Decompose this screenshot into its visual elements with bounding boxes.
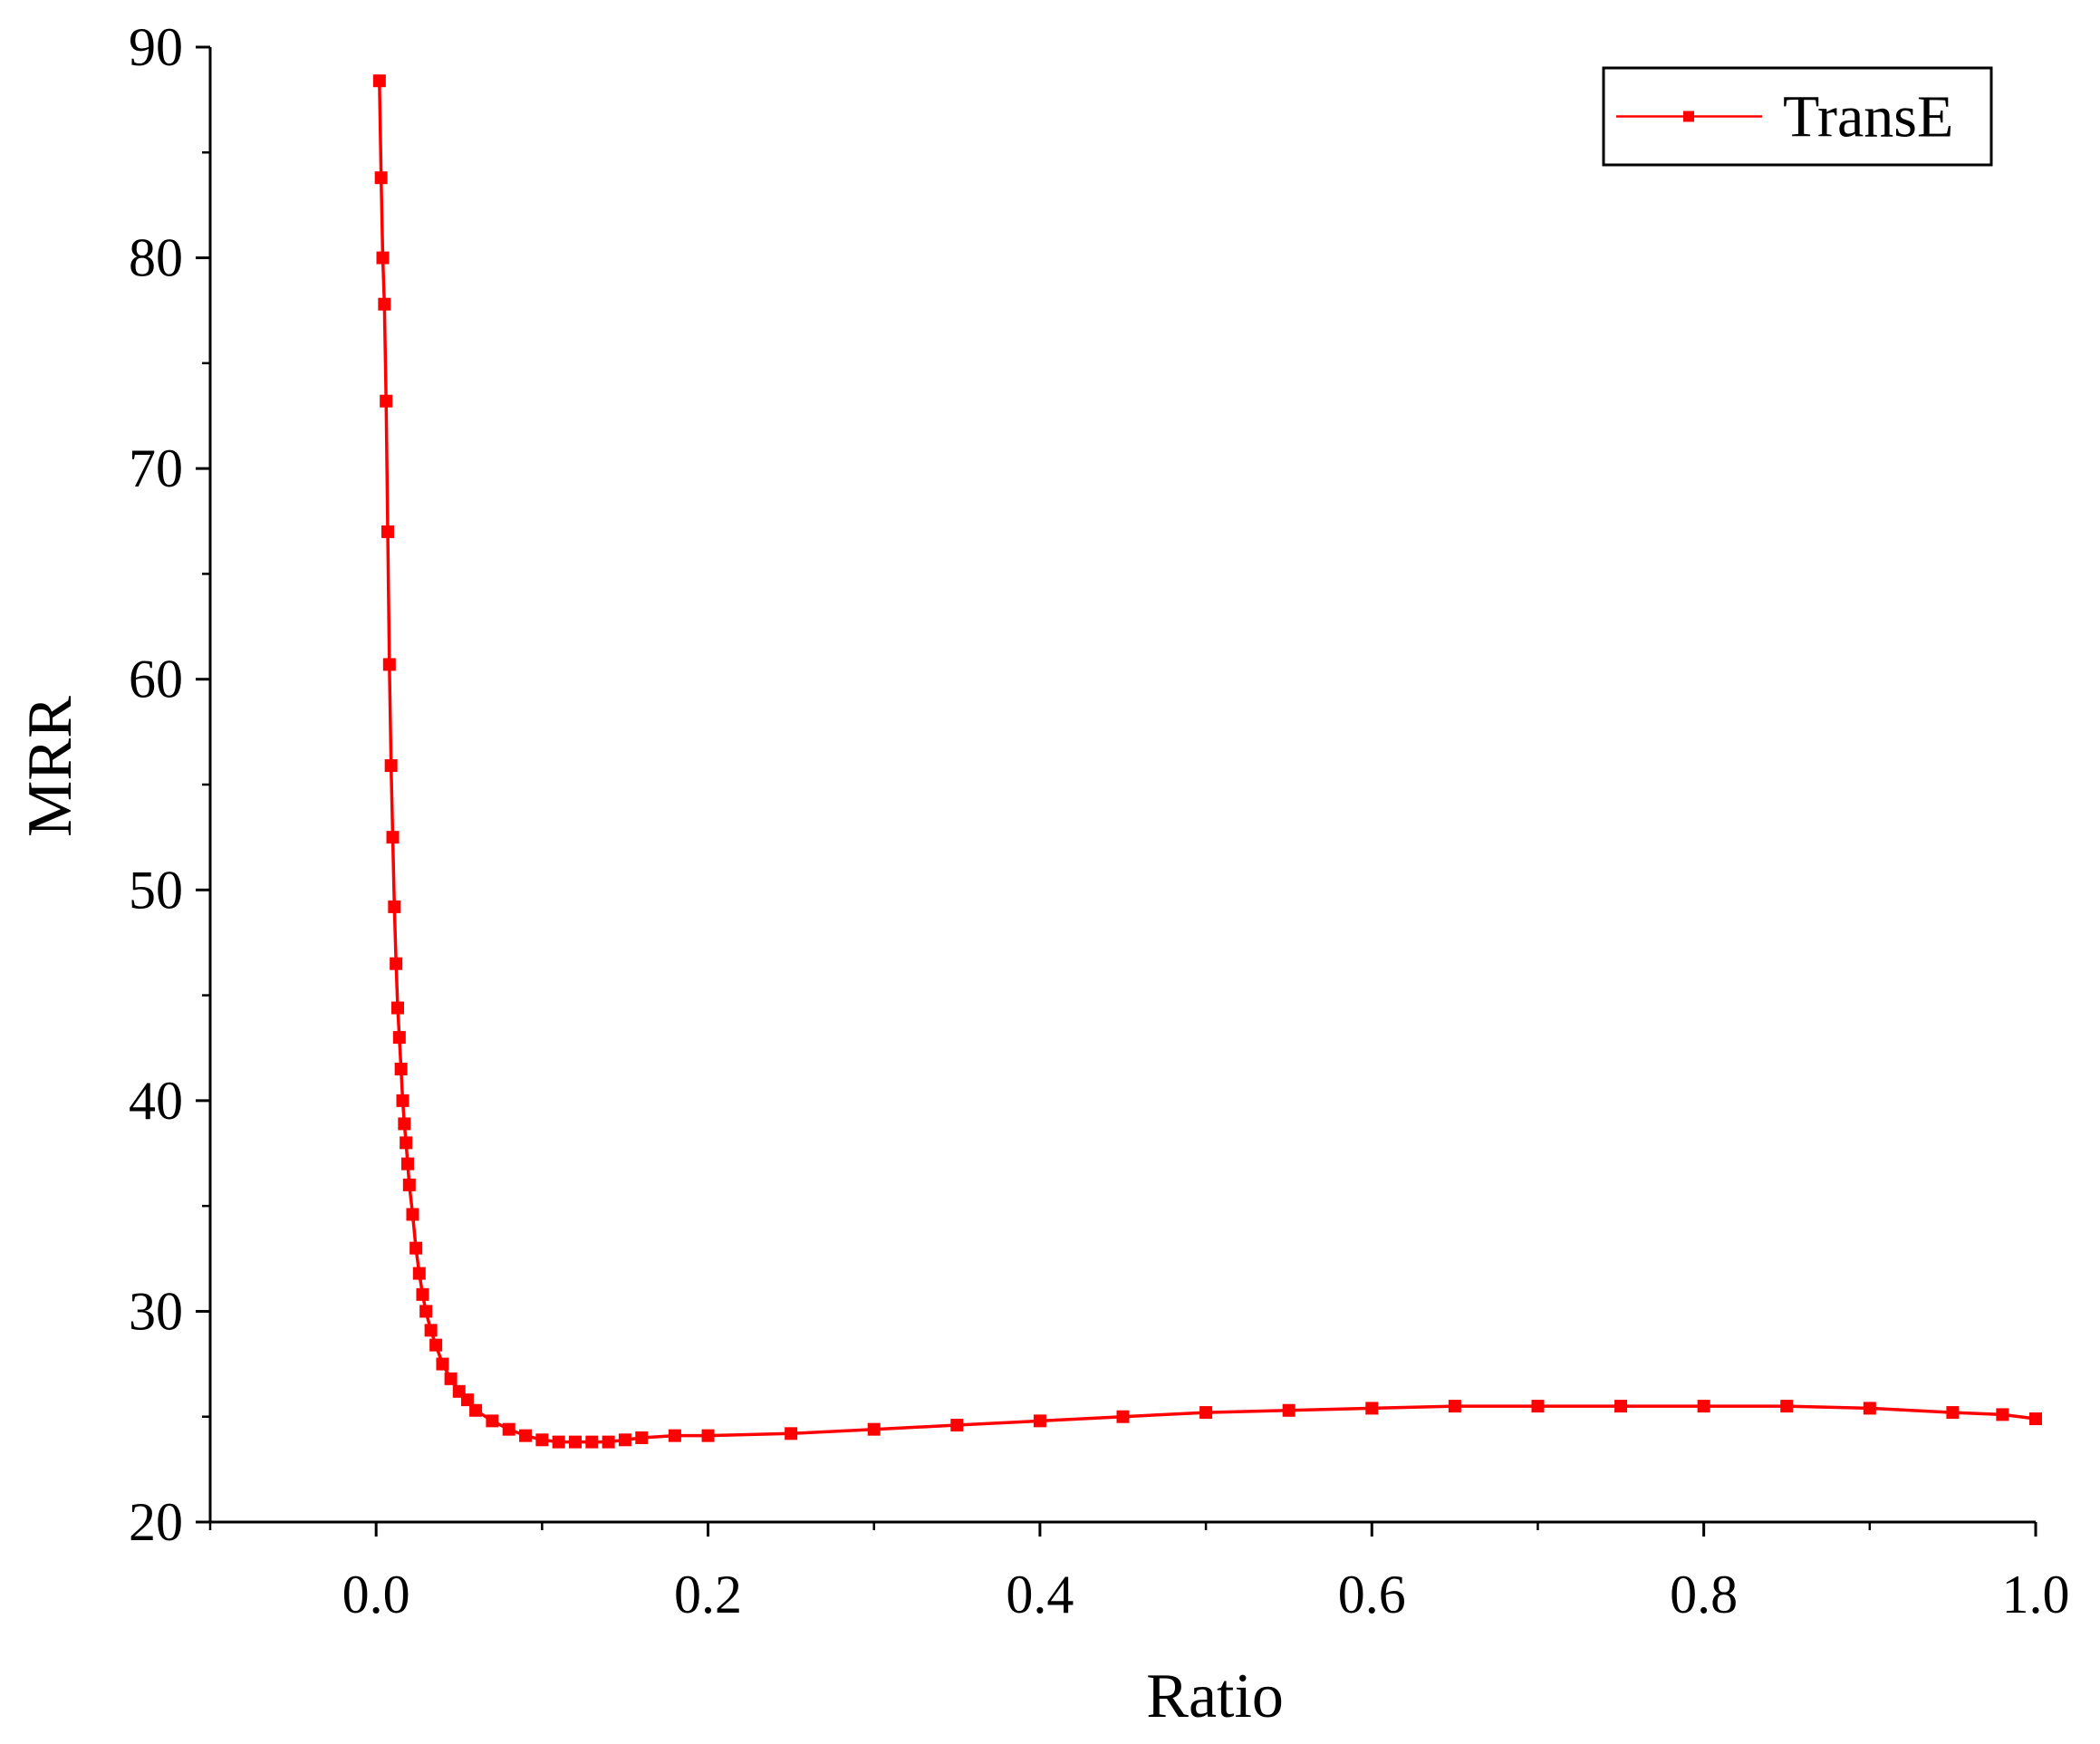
y-tick-label: 40 [129, 1071, 183, 1131]
x-tick-label: 0.2 [674, 1565, 742, 1624]
data-point [552, 1435, 565, 1449]
data-point [1996, 1408, 2009, 1421]
data-point [429, 1338, 443, 1352]
data-point [390, 957, 403, 970]
data-point [535, 1433, 549, 1447]
legend: TransE [1602, 66, 1993, 167]
data-point [412, 1267, 426, 1280]
data-point [460, 1393, 474, 1407]
data-point [635, 1431, 649, 1444]
data-point [400, 1157, 414, 1171]
data-point [569, 1435, 582, 1449]
series-line-transe [378, 81, 2037, 1444]
data-point [382, 658, 396, 671]
y-tick-label: 30 [129, 1281, 183, 1341]
data-point [2029, 1412, 2042, 1426]
data-point [380, 394, 393, 408]
data-point [1365, 1402, 1379, 1415]
data-point [419, 1305, 433, 1318]
data-point [424, 1324, 438, 1337]
data-point [398, 1117, 411, 1131]
axes: 20 30 40 50 60 70 80 90 0.0 0.2 0.4 0.6 0.8 1.0 [129, 17, 2070, 1624]
y-tick-label: 70 [129, 438, 183, 498]
data-point [388, 900, 401, 913]
x-tick-label: 1.0 [2002, 1565, 2070, 1624]
data-point [785, 1427, 798, 1440]
data-point [701, 1429, 715, 1442]
data-point [1033, 1414, 1046, 1428]
y-tick-label: 50 [129, 860, 183, 920]
y-axis-title: MRR [15, 696, 85, 837]
x-tick-label: 0.4 [1006, 1565, 1074, 1624]
data-point [1946, 1406, 1960, 1420]
data-point [1199, 1406, 1213, 1420]
x-axis-title: Ratio [1146, 1662, 1284, 1731]
data-point [867, 1422, 881, 1436]
data-point [1697, 1400, 1710, 1413]
data-point [1863, 1402, 1876, 1415]
data-point [392, 1031, 406, 1045]
x-tick-label: 0.8 [1670, 1565, 1738, 1624]
data-point [396, 1094, 409, 1107]
data-point [384, 759, 398, 773]
data-point [1531, 1400, 1545, 1413]
data-point [386, 831, 400, 844]
data-point [1282, 1403, 1296, 1417]
legend-marker-sample [1683, 111, 1694, 122]
legend-label: TransE [1783, 84, 1953, 150]
data-point [381, 525, 395, 538]
data-point [602, 1435, 615, 1449]
data-point [618, 1433, 631, 1447]
x-tick-label: 0.6 [1338, 1565, 1406, 1624]
data-point [1448, 1400, 1461, 1413]
data-point [390, 1001, 404, 1015]
data-point [469, 1403, 483, 1417]
data-point [1614, 1400, 1628, 1413]
data-point [436, 1357, 449, 1371]
y-tick-label: 20 [129, 1492, 183, 1552]
data-point [400, 1136, 413, 1150]
data-point [585, 1435, 599, 1449]
data-point [1780, 1400, 1794, 1413]
data-point [402, 1178, 416, 1191]
data-point [519, 1429, 533, 1442]
data-point [378, 297, 391, 311]
y-tick-label: 90 [129, 17, 183, 77]
y-tick-label: 60 [129, 650, 183, 709]
data-point [394, 1062, 408, 1075]
y-tick-label: 80 [129, 228, 183, 288]
data-point [374, 171, 388, 185]
data-point [416, 1287, 429, 1301]
data-point [502, 1422, 515, 1436]
data-point [376, 251, 390, 265]
series-layer [372, 74, 2042, 1449]
data-point [409, 1241, 423, 1255]
x-tick-label: 0.0 [342, 1565, 410, 1624]
data-point [950, 1419, 964, 1432]
data-point [668, 1429, 681, 1442]
data-point [486, 1414, 499, 1428]
data-point [372, 74, 386, 88]
data-point [444, 1372, 458, 1385]
data-point [1116, 1410, 1130, 1423]
data-point [406, 1208, 419, 1221]
